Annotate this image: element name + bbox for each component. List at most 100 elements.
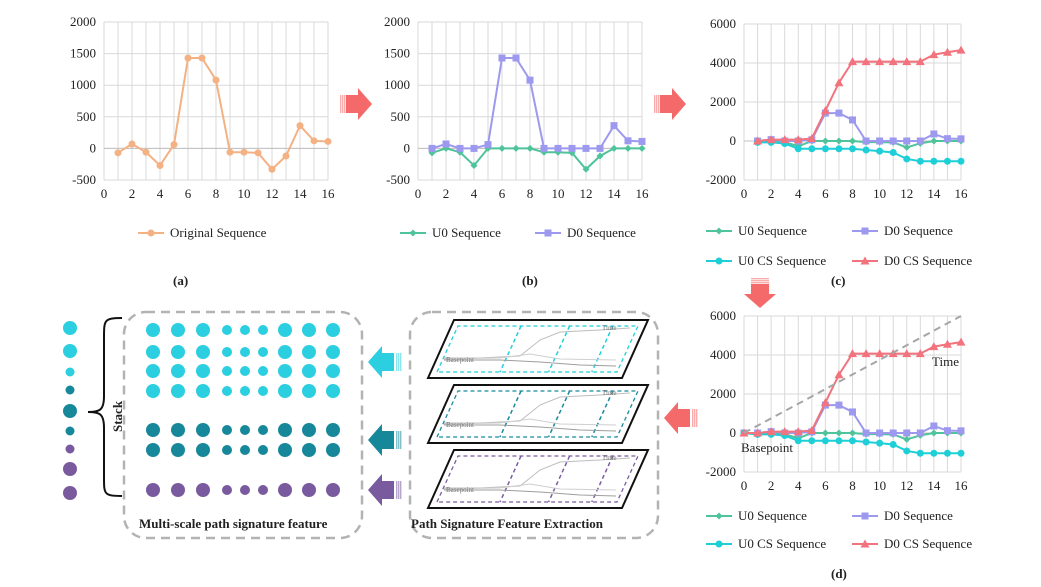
data-point [849,429,856,437]
data-point [821,137,829,145]
data-point [903,143,911,151]
data-point [849,137,856,145]
x-tick-label: 14 [294,186,308,201]
feature-dot [146,345,160,359]
data-point [835,137,843,145]
arrow-body [368,474,394,506]
x-tick-label: 16 [955,186,969,201]
feature-dot [222,347,232,357]
data-point [638,144,646,152]
y-tick-label: -500 [72,172,96,187]
data-point [835,109,843,117]
y-tick-label: 500 [391,109,411,124]
feature-dot [326,364,340,378]
feature-dot [171,323,185,337]
data-point [821,437,829,445]
legend-swatch-marker [147,229,155,237]
data-point [254,149,262,157]
panel-label-c: (c) [831,273,846,288]
x-tick-label: 6 [822,478,829,493]
data-point [128,140,136,148]
layer-trace [444,424,617,432]
data-point [198,54,206,62]
feature-dot [240,366,250,376]
time-annotation: Time [932,354,959,369]
data-point [862,438,870,446]
data-point [943,427,951,435]
data-point [766,427,776,436]
legend-swatch-marker [715,227,723,235]
x-tick-label: 12 [266,186,279,201]
data-point [849,116,856,124]
arrow-stripe [400,353,402,371]
data-point [156,161,164,169]
x-tick-label: 8 [527,186,534,201]
arrow-stripe [344,95,346,113]
feature-dot [258,425,268,435]
data-point [889,137,897,145]
extraction-title: Path Signature Feature Extraction [411,516,603,531]
data-point [956,337,966,346]
data-point [808,145,816,153]
feature-dot [258,366,268,376]
legend-label: D0 Sequence [884,508,953,523]
data-point [943,135,951,143]
legend-swatch-marker [861,512,869,520]
data-point [930,157,938,165]
data-point [835,429,843,437]
arrow-stripe [654,95,656,113]
layer-time-label: Time [602,324,617,332]
y-tick-label: 4000 [710,347,736,362]
y-tick-label: 6000 [710,16,736,31]
data-point [582,144,590,152]
data-point [942,47,952,56]
x-tick-label: 14 [608,186,622,201]
data-point [916,137,924,145]
arrow-body [346,88,372,120]
series-line [757,141,961,163]
data-point [114,149,122,157]
data-point [930,137,938,145]
y-tick-label: 1500 [70,46,96,61]
legend-label: U0 CS Sequence [738,253,826,268]
layer-dashed-line [591,390,614,438]
data-point [442,140,450,148]
data-point [428,144,436,152]
y-tick-label: 2000 [70,14,96,29]
feature-dot [222,445,232,455]
data-point [835,401,843,409]
series-line [431,57,643,150]
feature-dot [171,443,185,457]
data-point [820,106,830,115]
panel-label-b: (b) [522,273,538,288]
data-point [889,149,897,157]
extraction-box [408,310,660,540]
data-point [849,437,856,445]
data-point [596,144,604,152]
data-point [861,57,871,66]
legend-swatch-marker [544,229,552,237]
arrow-stripe [751,278,769,280]
legend-swatch-marker [715,257,723,265]
layer-time-label: Time [602,454,617,462]
arrow-row3 [368,474,402,506]
series-line [743,315,962,434]
feature-dot [302,364,316,378]
signature-layer: Time Basepoint [426,319,650,379]
arrow-body [660,88,686,120]
data-point [624,144,632,152]
feature-box [122,310,364,540]
data-point [888,57,898,66]
feature-dot [302,384,316,398]
feature-dot [326,384,340,398]
legend-swatch-marker [860,256,870,265]
feature-dot [196,423,210,437]
data-point [834,78,844,87]
layer-trace [444,489,617,497]
data-point [456,144,464,152]
feature-dot [171,364,185,378]
data-point [930,422,938,430]
x-tick-label: 12 [900,186,913,201]
data-point [876,137,884,145]
data-point [903,155,911,163]
